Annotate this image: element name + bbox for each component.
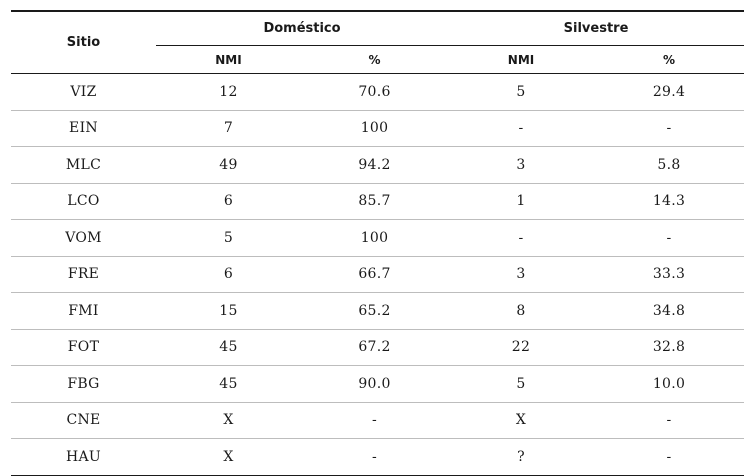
table-row: LCO 6 85.7 1 14.3 <box>11 183 745 220</box>
table-row: FBG 45 90.0 5 10.0 <box>11 365 745 403</box>
cell-sil-pct: 5.8 <box>594 146 745 184</box>
cell-dom-pct: 66.7 <box>301 256 449 293</box>
table-row: FOT 45 67.2 22 32.8 <box>11 329 745 366</box>
cell-dom-nmi: 15 <box>156 292 301 330</box>
cell-sitio: FBG <box>11 365 156 403</box>
cell-sitio: LCO <box>11 183 156 220</box>
cell-sil-nmi: 3 <box>448 256 595 293</box>
cell-dom-nmi: 5 <box>156 219 301 257</box>
cell-sil-nmi: 8 <box>448 292 595 330</box>
cell-dom-nmi: 45 <box>156 329 301 366</box>
cell-sil-nmi: - <box>448 110 595 147</box>
cell-sil-pct: - <box>594 438 745 476</box>
cell-sil-pct: 34.8 <box>594 292 745 330</box>
header-sitio: Sitio <box>11 11 156 74</box>
cell-sitio: FMI <box>11 292 156 330</box>
header-dom-nmi: NMI <box>156 45 301 74</box>
cell-dom-nmi: X <box>156 402 301 439</box>
cell-sil-pct: - <box>594 110 745 147</box>
table-row: FMI 15 65.2 8 34.8 <box>11 292 745 330</box>
cell-sil-pct: - <box>594 219 745 257</box>
cell-dom-pct: 85.7 <box>301 183 449 220</box>
cell-sitio: VOM <box>11 219 156 257</box>
cell-sil-pct: 29.4 <box>594 73 745 111</box>
header-sub-row: NMI % NMI % <box>11 45 745 74</box>
cell-dom-pct: 100 <box>301 110 449 147</box>
cell-dom-nmi: 49 <box>156 146 301 184</box>
cell-dom-pct: 65.2 <box>301 292 449 330</box>
cell-sil-nmi: ? <box>448 438 595 476</box>
cell-dom-pct: 67.2 <box>301 329 449 366</box>
cell-sil-nmi: X <box>448 402 595 439</box>
cell-sil-nmi: - <box>448 219 595 257</box>
cell-sitio: CNE <box>11 402 156 439</box>
cell-dom-pct: 90.0 <box>301 365 449 403</box>
cell-sil-nmi: 5 <box>448 365 595 403</box>
cell-dom-pct: - <box>301 402 449 439</box>
header-sil-pct: % <box>594 45 745 74</box>
header-dom-pct: % <box>301 45 449 74</box>
cell-sitio: VIZ <box>11 73 156 111</box>
cell-dom-nmi: 6 <box>156 183 301 220</box>
cell-sitio: EIN <box>11 110 156 147</box>
table-row: FRE 6 66.7 3 33.3 <box>11 256 745 293</box>
table-row: CNE X - X - <box>11 402 745 439</box>
table-header: Sitio Doméstico Silvestre NMI % NMI % <box>11 11 745 74</box>
table-row: EIN 7 100 - - <box>11 110 745 147</box>
table-row: HAU X - ? - <box>11 438 745 476</box>
table-row: VIZ 12 70.6 5 29.4 <box>11 73 745 111</box>
cell-dom-nmi: 6 <box>156 256 301 293</box>
table-row: VOM 5 100 - - <box>11 219 745 257</box>
cell-dom-nmi: X <box>156 438 301 476</box>
cell-sil-pct: 32.8 <box>594 329 745 366</box>
header-domestico: Doméstico <box>156 11 449 46</box>
table-body: VIZ 12 70.6 5 29.4 EIN 7 100 - - MLC 49 … <box>11 73 745 476</box>
cell-sil-nmi: 22 <box>448 329 595 366</box>
cell-dom-pct: 94.2 <box>301 146 449 184</box>
data-table: Sitio Doméstico Silvestre NMI % NMI % VI… <box>11 10 745 476</box>
cell-sil-nmi: 1 <box>448 183 595 220</box>
cell-sitio: HAU <box>11 438 156 476</box>
header-group-row: Sitio Doméstico Silvestre <box>11 11 745 74</box>
cell-sil-pct: 14.3 <box>594 183 745 220</box>
cell-sitio: MLC <box>11 146 156 184</box>
cell-sitio: FRE <box>11 256 156 293</box>
header-sil-nmi: NMI <box>448 45 595 74</box>
cell-sil-nmi: 5 <box>448 73 595 111</box>
cell-sil-nmi: 3 <box>448 146 595 184</box>
table-row: MLC 49 94.2 3 5.8 <box>11 146 745 184</box>
cell-sil-pct: 10.0 <box>594 365 745 403</box>
cell-dom-pct: - <box>301 438 449 476</box>
cell-dom-pct: 100 <box>301 219 449 257</box>
cell-sitio: FOT <box>11 329 156 366</box>
cell-dom-pct: 70.6 <box>301 73 449 111</box>
cell-dom-nmi: 7 <box>156 110 301 147</box>
cell-sil-pct: - <box>594 402 745 439</box>
header-silvestre: Silvestre <box>448 11 745 46</box>
cell-dom-nmi: 12 <box>156 73 301 111</box>
cell-sil-pct: 33.3 <box>594 256 745 293</box>
cell-dom-nmi: 45 <box>156 365 301 403</box>
